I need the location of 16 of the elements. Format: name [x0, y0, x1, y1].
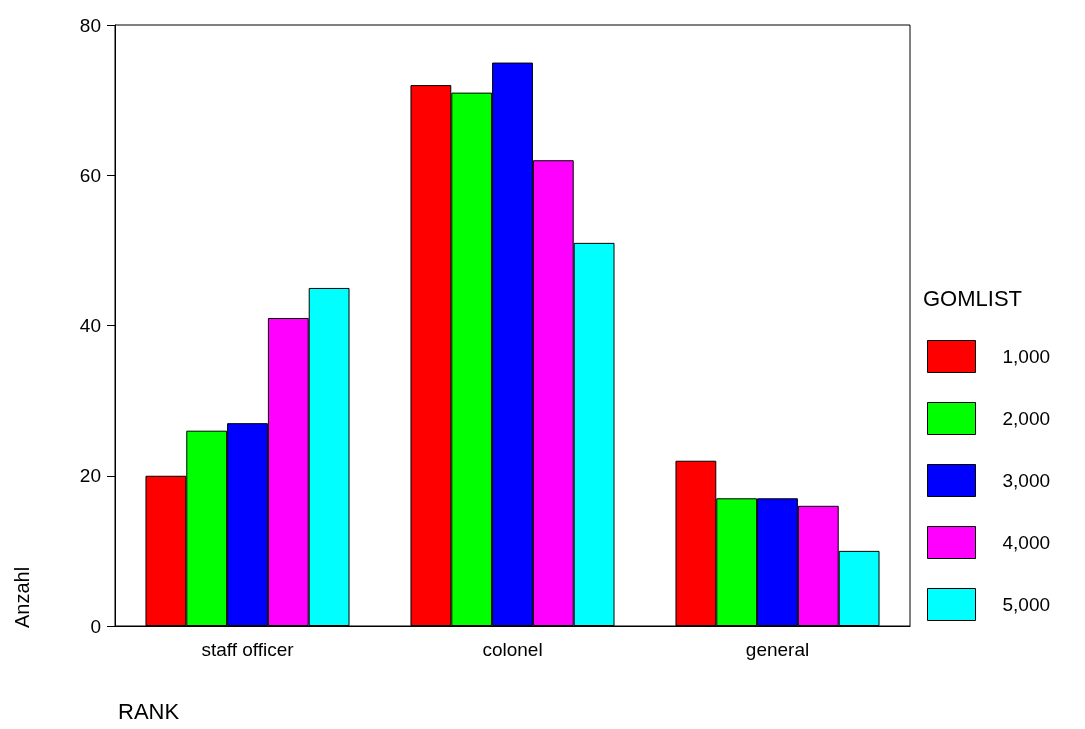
x-tick-label: general — [745, 639, 810, 660]
y-tick-label: 20 — [79, 465, 101, 487]
legend-label: 2,000 — [1002, 408, 1051, 429]
y-tick-label: 60 — [79, 164, 101, 186]
y-tick-label: 40 — [79, 315, 101, 336]
legend-label: 1,000 — [1002, 346, 1051, 367]
y-tick-label: 80 — [79, 14, 101, 36]
legend-title: GOMLIST — [923, 285, 1023, 311]
x-tick-label: staff officer — [201, 639, 295, 660]
legend-label: 5,000 — [1002, 594, 1051, 615]
x-axis-title: RANK — [118, 698, 180, 724]
y-axis-title: Anzahl — [11, 566, 33, 628]
legend-label: 3,000 — [1002, 470, 1051, 491]
y-tick-label: 0 — [90, 615, 101, 637]
x-tick-label: colonel — [482, 639, 543, 660]
legend-label: 4,000 — [1002, 532, 1051, 553]
